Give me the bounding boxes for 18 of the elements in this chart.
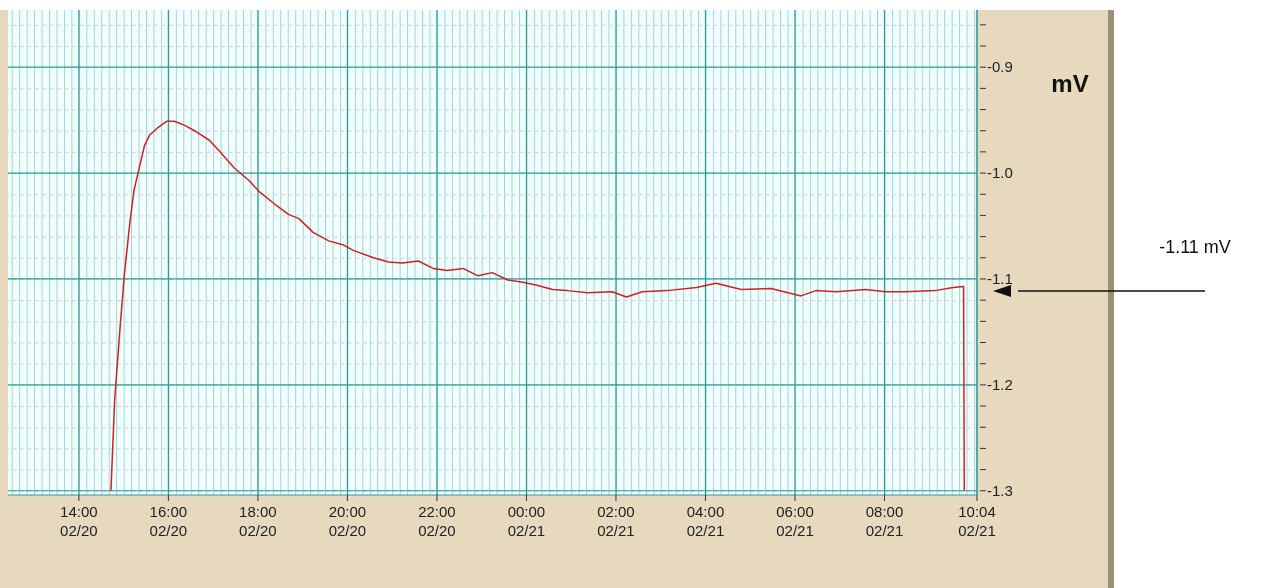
y-tick-label: -1.2: [987, 376, 1013, 394]
x-tick-label: 02:00 02/21: [597, 503, 635, 539]
x-tick-label: 00:00 02/21: [507, 503, 546, 539]
x-tick-label: 04:00 02/21: [686, 503, 725, 539]
x-tick-label: 08:00 02/21: [865, 503, 904, 539]
x-tick-label: 18:00 02/20: [239, 503, 277, 539]
y-axis-title: mV: [1051, 70, 1089, 97]
x-tick-label: 06:00 02/21: [776, 503, 814, 539]
y-tick-label: -0.9: [987, 58, 1013, 76]
x-tick-label: 16:00 02/20: [149, 503, 188, 539]
x-tick-label: 22:00 02/20: [418, 503, 456, 539]
x-tick-label: 10:04 02/21: [958, 503, 996, 539]
text: -1.11 mV: [1159, 237, 1231, 258]
x-tick-label: 14:00 02/20: [60, 503, 98, 539]
y-tick-label: -1.0: [987, 164, 1013, 182]
y-tick-label: -1.3: [987, 482, 1013, 500]
y-tick-label: -1.1: [987, 270, 1013, 288]
x-tick-label: 20:00 02/20: [328, 503, 367, 539]
